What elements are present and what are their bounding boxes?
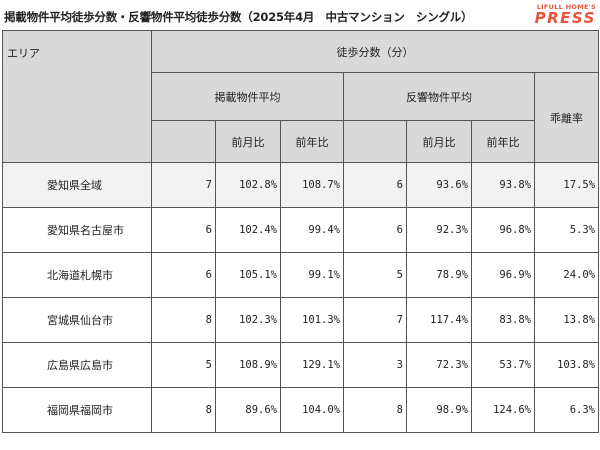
row-listing-mom: 102.8%	[215, 162, 281, 208]
header-response-mom: 前月比	[406, 120, 472, 163]
table-row: 北海道札幌市 6 105.1% 99.1% 5 78.9% 96.9% 24.0…	[2, 252, 600, 298]
header-listing-average: 掲載物件平均	[151, 72, 344, 121]
row-response-mom: 78.9%	[406, 252, 472, 298]
row-response-mom: 98.9%	[406, 387, 472, 433]
header-listing-value-spacer	[151, 120, 216, 163]
row-listing-yoy: 104.0%	[280, 387, 344, 433]
row-listing-minutes: 8	[151, 297, 216, 343]
row-listing-mom: 89.6%	[215, 387, 281, 433]
row-response-yoy: 124.6%	[471, 387, 535, 433]
row-divergence: 5.3%	[533, 207, 600, 253]
row-divergence: 13.8%	[533, 297, 600, 343]
table-row: 愛知県全域 7 102.8% 108.7% 6 93.6% 93.8% 17.5…	[2, 162, 600, 208]
header-response-value-spacer	[343, 120, 407, 163]
logo-small-text: LIFULL HOME'S	[536, 3, 596, 11]
row-area: 愛知県全域	[2, 162, 152, 208]
row-listing-minutes: 5	[151, 342, 216, 388]
row-listing-yoy: 99.1%	[280, 252, 344, 298]
row-listing-mom: 102.3%	[215, 297, 281, 343]
brand-logo: LIFULL HOME'S PRESS	[535, 3, 596, 26]
row-listing-yoy: 129.1%	[280, 342, 344, 388]
header-area: エリア	[2, 30, 152, 163]
row-response-minutes: 5	[343, 252, 407, 298]
row-divergence: 6.3%	[533, 387, 600, 433]
row-area: 宮城県仙台市	[2, 297, 152, 343]
row-area: 愛知県名古屋市	[2, 207, 152, 253]
header-walking-minutes: 徒歩分数（分）	[150, 30, 600, 73]
row-response-minutes: 6	[343, 207, 407, 253]
row-listing-mom: 105.1%	[215, 252, 281, 298]
row-response-yoy: 83.8%	[471, 297, 535, 343]
header-listing-mom: 前月比	[215, 120, 281, 163]
table-row: 愛知県名古屋市 6 102.4% 99.4% 6 92.3% 96.8% 5.3…	[2, 207, 600, 253]
row-response-minutes: 3	[343, 342, 407, 388]
row-listing-minutes: 6	[151, 252, 216, 298]
row-response-yoy: 53.7%	[471, 342, 535, 388]
header-divergence: 乖離率	[533, 72, 600, 163]
table-row: 福岡県福岡市 8 89.6% 104.0% 8 98.9% 124.6% 6.3…	[2, 387, 600, 433]
row-listing-mom: 108.9%	[215, 342, 281, 388]
row-listing-minutes: 6	[151, 207, 216, 253]
table-row: 宮城県仙台市 8 102.3% 101.3% 7 117.4% 83.8% 13…	[2, 297, 600, 343]
table-row: 広島県広島市 5 108.9% 129.1% 3 72.3% 53.7% 103…	[2, 342, 600, 388]
row-listing-mom: 102.4%	[215, 207, 281, 253]
row-response-yoy: 96.8%	[471, 207, 535, 253]
row-response-mom: 117.4%	[406, 297, 472, 343]
row-listing-yoy: 99.4%	[280, 207, 344, 253]
row-listing-minutes: 8	[151, 387, 216, 433]
row-divergence: 103.8%	[533, 342, 600, 388]
header-response-average: 反響物件平均	[343, 72, 535, 121]
row-response-yoy: 93.8%	[471, 162, 535, 208]
header: 掲載物件平均徒歩分数・反響物件平均徒歩分数（2025年4月 中古マンション シン…	[0, 0, 600, 30]
walking-time-table: エリア 徒歩分数（分） 掲載物件平均 反響物件平均 乖離率 前月比 前年比 前月…	[2, 30, 600, 433]
row-response-minutes: 6	[343, 162, 407, 208]
row-listing-yoy: 108.7%	[280, 162, 344, 208]
row-area: 広島県広島市	[2, 342, 152, 388]
header-response-yoy: 前年比	[471, 120, 535, 163]
row-divergence: 24.0%	[533, 252, 600, 298]
row-response-minutes: 8	[343, 387, 407, 433]
row-response-yoy: 96.9%	[471, 252, 535, 298]
header-listing-yoy: 前年比	[280, 120, 344, 163]
row-response-mom: 92.3%	[406, 207, 472, 253]
row-response-mom: 93.6%	[406, 162, 472, 208]
row-area: 福岡県福岡市	[2, 387, 152, 433]
row-listing-yoy: 101.3%	[280, 297, 344, 343]
row-response-mom: 72.3%	[406, 342, 472, 388]
row-listing-minutes: 7	[151, 162, 216, 208]
row-area: 北海道札幌市	[2, 252, 152, 298]
row-response-minutes: 7	[343, 297, 407, 343]
page-title: 掲載物件平均徒歩分数・反響物件平均徒歩分数（2025年4月 中古マンション シン…	[4, 10, 473, 24]
row-divergence: 17.5%	[533, 162, 600, 208]
logo-big-text: PRESS	[534, 9, 596, 27]
